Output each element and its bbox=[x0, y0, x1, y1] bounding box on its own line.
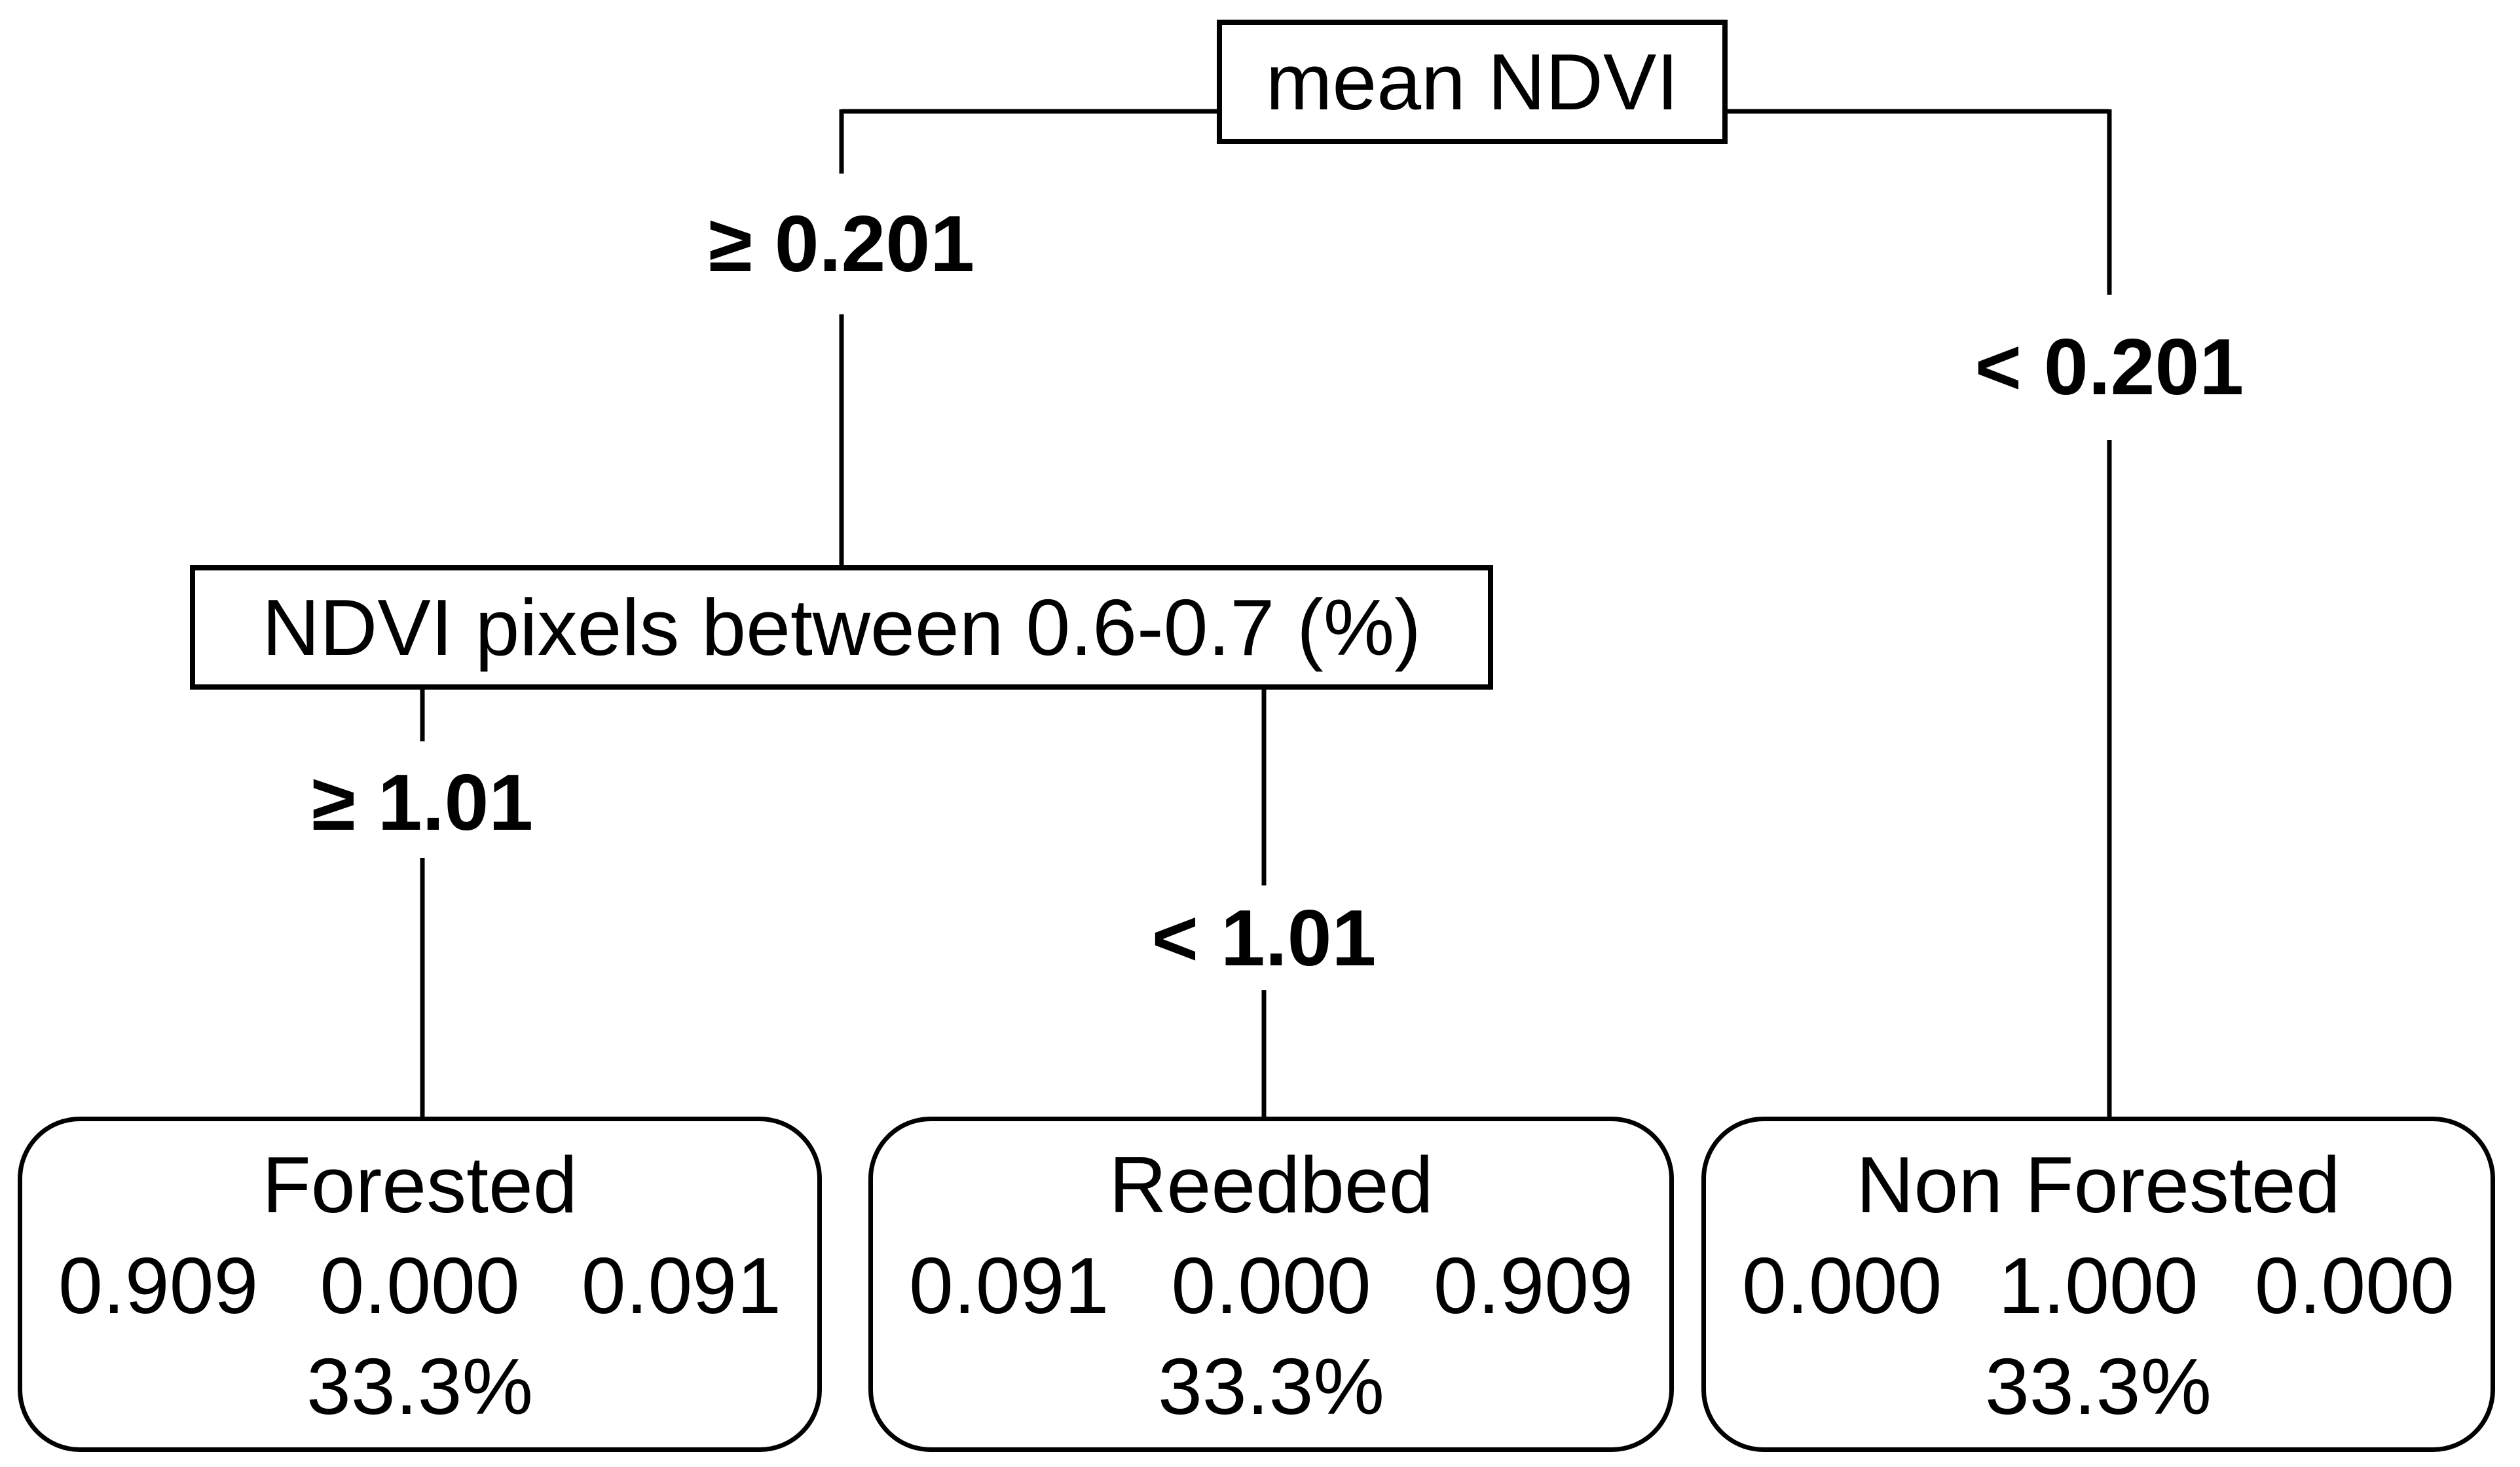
leaf-class-probabilities: 0.000 1.000 0.000 bbox=[1742, 1246, 2455, 1326]
branch-label-ge-1.01: ≥ 1.01 bbox=[305, 758, 540, 846]
leaf-node-reedbed: Reedbed 0.091 0.000 0.909 33.3% bbox=[868, 1117, 1674, 1452]
leaf-node-non-forested: Non Forested 0.000 1.000 0.000 33.3% bbox=[1701, 1117, 2495, 1452]
leaf-prob-value: 0.000 bbox=[1742, 1241, 1942, 1330]
leaf-class-probabilities: 0.909 0.000 0.091 bbox=[58, 1246, 781, 1326]
leaf-label: Reedbed bbox=[1109, 1140, 1434, 1229]
internal-node-ndvi-pixels: NDVI pixels between 0.6-0.7 (%) bbox=[190, 565, 1493, 690]
leaf-prob-value: 0.909 bbox=[1433, 1241, 1633, 1330]
leaf-prob-value: 0.091 bbox=[581, 1241, 781, 1330]
leaf-label: Non Forested bbox=[1856, 1140, 2341, 1229]
root-node-mean-ndvi: mean NDVI bbox=[1217, 20, 1728, 144]
root-node-label: mean NDVI bbox=[1265, 37, 1679, 126]
leaf-prob-value: 0.000 bbox=[1171, 1241, 1371, 1330]
leaf-prob-value: 0.091 bbox=[909, 1241, 1109, 1330]
leaf-node-forested: Forested 0.909 0.000 0.091 33.3% bbox=[18, 1117, 822, 1452]
leaf-label: Forested bbox=[262, 1140, 578, 1229]
leaf-coverage-percent: 33.3% bbox=[306, 1342, 533, 1431]
internal-node-label: NDVI pixels between 0.6-0.7 (%) bbox=[262, 583, 1421, 672]
leaf-prob-value: 0.000 bbox=[320, 1241, 520, 1330]
branch-label-lt-0.201: < 0.201 bbox=[1968, 323, 2251, 411]
leaf-class-probabilities: 0.091 0.000 0.909 bbox=[909, 1246, 1633, 1326]
leaf-prob-value: 0.909 bbox=[58, 1241, 259, 1330]
branch-label-ge-0.201: ≥ 0.201 bbox=[701, 200, 982, 288]
leaf-prob-value: 1.000 bbox=[1998, 1241, 2198, 1330]
leaf-prob-value: 0.000 bbox=[2254, 1241, 2455, 1330]
leaf-coverage-percent: 33.3% bbox=[1985, 1342, 2212, 1431]
branch-label-lt-1.01: < 1.01 bbox=[1145, 894, 1383, 982]
leaf-coverage-percent: 33.3% bbox=[1158, 1342, 1384, 1431]
